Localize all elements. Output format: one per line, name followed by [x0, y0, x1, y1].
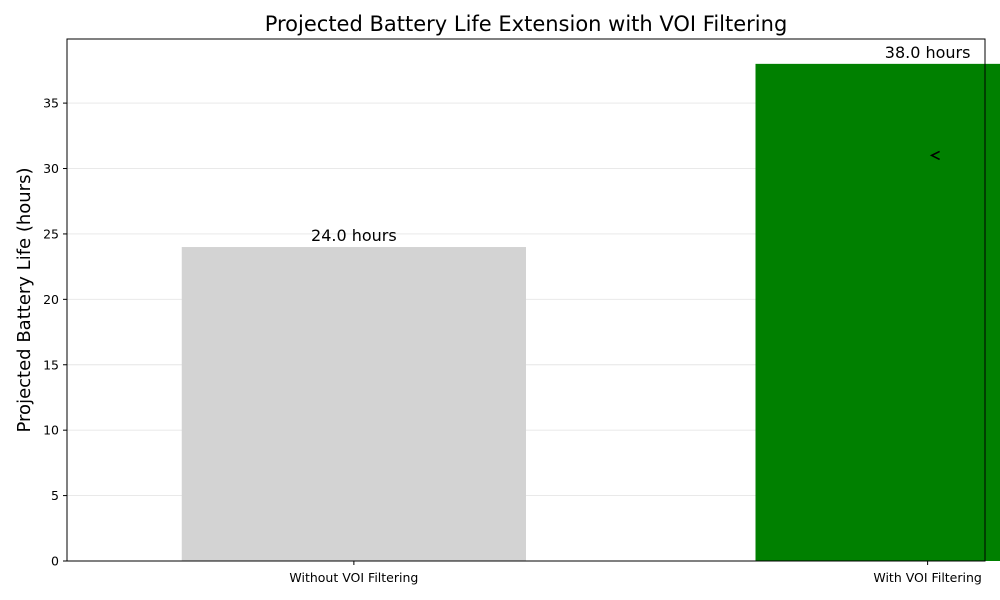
- bar-data-label: 38.0 hours: [885, 43, 971, 62]
- y-tick-label: 0: [51, 554, 59, 569]
- y-tick-label: 20: [43, 292, 59, 307]
- bar: [181, 247, 526, 562]
- x-tick-label: With VOI Filtering: [873, 570, 981, 585]
- y-tick-label: 35: [43, 96, 59, 111]
- y-axis-ticks: 0 5 10 15 20 25 30 35: [43, 96, 67, 569]
- y-tick-label: 10: [43, 423, 59, 438]
- x-axis-ticks: Without VOI Filtering With VOI Filtering: [289, 561, 982, 585]
- chart-title: Projected Battery Life Extension with VO…: [265, 12, 788, 36]
- y-tick-label: 5: [51, 488, 59, 503]
- y-tick-label: 15: [43, 357, 59, 372]
- x-tick-label: Without VOI Filtering: [289, 570, 418, 585]
- bar-data-labels: 24.0 hours 38.0 hours: [311, 43, 970, 245]
- annotation-arrow: [929, 150, 940, 161]
- bar-layer: [181, 63, 1000, 562]
- y-tick-label: 30: [43, 161, 59, 176]
- annotation-layer: [929, 150, 940, 161]
- y-axis-label: Projected Battery Life (hours): [14, 168, 35, 433]
- bar-data-label: 24.0 hours: [311, 226, 397, 245]
- axes-frame: [66, 38, 986, 562]
- y-tick-label: 25: [43, 226, 59, 241]
- bar: [755, 63, 1000, 561]
